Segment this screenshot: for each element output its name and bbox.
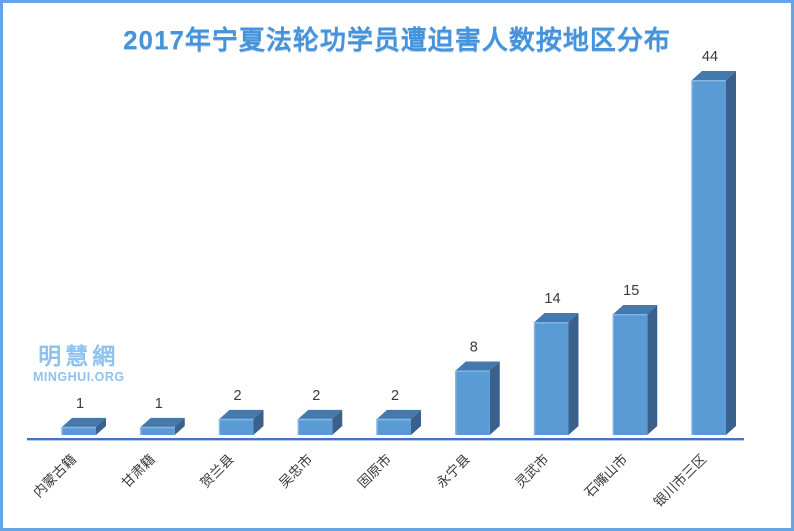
bar-chart-canvas: 1 内蒙古籍 1 甘肃籍 2 贺兰县 2 吴忠市 2 固原市 8 永宁县 14 灵武市 15 石嘴山市 44 银川… [27, 49, 744, 510]
bar-edge-highlight [612, 314, 648, 435]
bar-side-face [647, 304, 658, 435]
bar-front-face [455, 370, 490, 435]
bar-side-face [253, 409, 264, 435]
watermark-domain-text: MINGHUI.ORG [33, 370, 125, 385]
bar-side-face [568, 313, 579, 435]
category-label: 石嘴山市 [581, 451, 630, 500]
category-label: 甘肃籍 [118, 451, 158, 491]
bar-top-face [140, 417, 185, 427]
bar-value-label: 15 [623, 283, 639, 299]
chart-title: 2017年宁夏法轮功学员遭迫害人数按地区分布 [123, 25, 671, 55]
bar-front-face [298, 418, 333, 435]
bar-top-face [455, 361, 500, 371]
category-label: 固原市 [354, 451, 394, 491]
bar-value-label: 2 [391, 388, 399, 404]
bar-value-label: 44 [702, 49, 718, 65]
bar-edge-highlight [376, 418, 411, 435]
bar-front-face [377, 418, 411, 435]
bar-front-face [219, 418, 254, 435]
minghui-watermark: 明慧網 MINGHUI.ORG [33, 343, 125, 385]
x-axis-line [27, 438, 744, 440]
bar-top-face [692, 71, 736, 80]
bar-top-face [298, 409, 343, 419]
bar-side-face [411, 409, 421, 435]
bar-top-face [219, 409, 264, 419]
x-axis-shadow [27, 440, 744, 441]
bar-front-face [613, 313, 648, 435]
category-label: 吴忠市 [275, 451, 315, 491]
bar-front-face [534, 322, 569, 435]
bar-top-face [62, 417, 106, 427]
bar-side-face [726, 71, 736, 435]
category-label: 贺兰县 [197, 452, 236, 491]
category-label: 银川市三区 [650, 451, 709, 510]
bar-front-face [62, 426, 96, 435]
bar-side-face [489, 361, 500, 435]
bar-edge-highlight [61, 426, 96, 435]
bar-side-face [96, 417, 106, 435]
bar-edge-highlight [218, 418, 254, 435]
bar-edge-highlight [297, 418, 333, 435]
bar-value-label: 2 [312, 388, 320, 404]
watermark-chinese-text: 明慧網 [38, 343, 120, 369]
bar-top-face [377, 409, 421, 419]
bar-edge-highlight [533, 322, 569, 435]
bar-top-face [613, 304, 658, 314]
bar-value-label: 14 [544, 291, 560, 307]
bar-edge-highlight [140, 426, 175, 435]
category-label: 永宁县 [433, 451, 473, 491]
category-label: 内蒙古籍 [30, 451, 79, 500]
bar-front-face [692, 80, 726, 435]
bar-value-label: 2 [233, 388, 241, 404]
bar-value-label: 8 [470, 339, 478, 355]
category-label: 灵武市 [512, 451, 552, 491]
bar-edge-highlight [455, 370, 490, 435]
bar-side-face [332, 409, 343, 435]
bar-front-face [140, 426, 175, 435]
bar-edge-highlight [691, 80, 726, 435]
bar-value-label: 1 [76, 396, 84, 412]
bar-value-label: 1 [155, 396, 163, 412]
bar-side-face [174, 417, 185, 435]
bar-top-face [534, 313, 579, 323]
